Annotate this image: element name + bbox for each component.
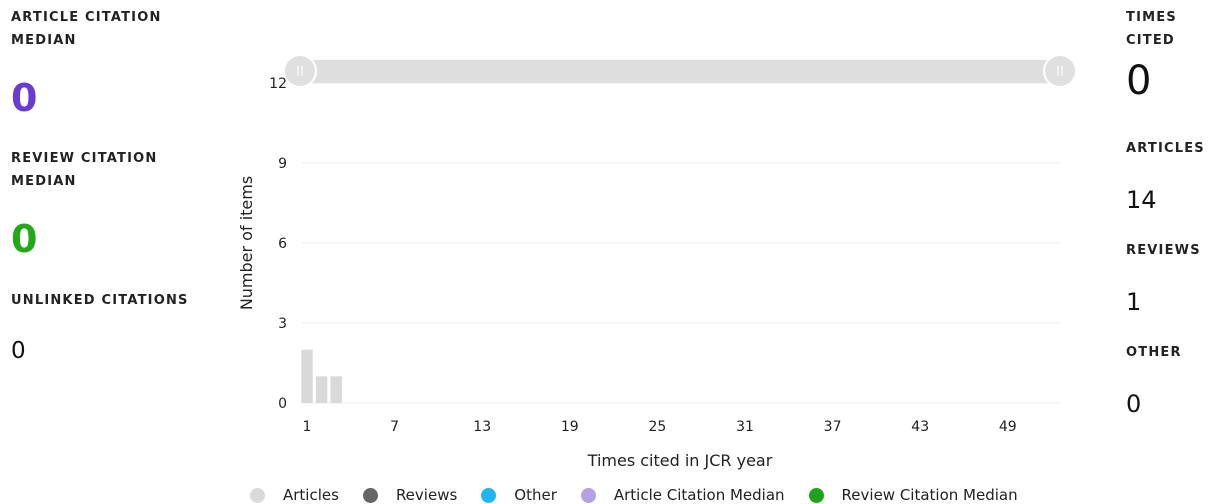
legend-item-article-citation-median[interactable]: Article Citation Median [580,486,785,504]
article-citation-median-label-line1: ARTICLE CITATION [11,10,162,25]
legend-label: Article Citation Median [613,486,785,504]
other-label: OTHER [1126,345,1182,360]
y-tick-labels: 0 3 6 9 12 [269,76,287,412]
bars [301,349,342,403]
y-tick-label: 6 [278,236,287,252]
legend-label: Review Citation Median [841,486,1018,504]
articles-legend-dot-icon [250,487,265,503]
legend-label: Articles [283,486,339,504]
bar-articles[interactable] [315,376,328,403]
article-citation-median-label: ARTICLE CITATION MEDIAN [11,6,162,52]
times-cited-value: 0 [1126,58,1152,104]
x-tick-label: 1 [303,419,312,435]
other-legend-dot-icon [481,487,497,503]
articles-label: ARTICLES [1126,141,1205,156]
articles-value[interactable]: 14 [1126,186,1157,214]
y-tick-label: 12 [269,76,287,92]
x-tick-label: 43 [911,419,929,435]
legend-item-review-citation-median[interactable]: Review Citation Median [808,486,1018,504]
range-slider-track[interactable] [297,60,1060,83]
y-tick-label: 0 [278,396,287,412]
x-tick-label: 7 [390,419,399,435]
unlinked-citations-label: UNLINKED CITATIONS [11,293,189,308]
bar-articles[interactable] [301,349,313,403]
other-value: 0 [1126,390,1142,418]
x-tick-label: 13 [473,419,491,435]
range-slider[interactable] [283,54,1077,88]
reviews-value[interactable]: 1 [1126,288,1142,316]
article-citation-median-legend-dot-icon [580,487,596,503]
x-tick-label: 19 [561,419,579,435]
x-tick-labels: 1 7 13 19 25 31 37 43 49 [303,419,1017,435]
legend-item-other[interactable]: Other [481,486,557,504]
review-citation-median-label-line2: MEDIAN [11,174,77,189]
x-tick-label: 25 [648,419,666,435]
chart-legend: Articles Reviews Other Article Citation … [250,486,1042,504]
y-axis-label: Number of items [237,176,256,310]
article-citation-median-label-line2: MEDIAN [11,33,77,48]
range-slider-left-handle[interactable] [283,54,317,88]
legend-item-reviews[interactable]: Reviews [362,486,458,504]
x-tick-label: 37 [824,419,842,435]
times-cited-label: TIMES CITED [1126,10,1177,48]
review-citation-median-label-line1: REVIEW CITATION [11,151,158,166]
range-slider-right-handle[interactable] [1043,54,1077,88]
legend-item-articles[interactable]: Articles [250,486,339,504]
x-tick-label: 31 [736,419,754,435]
review-citation-median-legend-dot-icon [808,487,824,503]
gridlines [302,82,1060,404]
article-citation-median-value: 0 [11,76,38,120]
bar-articles[interactable] [330,376,342,403]
y-tick-label: 9 [278,156,287,172]
reviews-label: REVIEWS [1126,243,1201,258]
legend-label: Other [514,486,557,504]
review-citation-median-label: REVIEW CITATION MEDIAN [11,147,157,193]
y-tick-label: 3 [278,316,287,332]
unlinked-citations-value[interactable]: 0 [11,338,26,364]
reviews-legend-dot-icon [362,487,378,503]
review-citation-median-value: 0 [11,217,38,261]
x-tick-label: 49 [999,419,1017,435]
legend-label: Reviews [395,486,458,504]
x-axis-label: Times cited in JCR year [587,451,773,470]
